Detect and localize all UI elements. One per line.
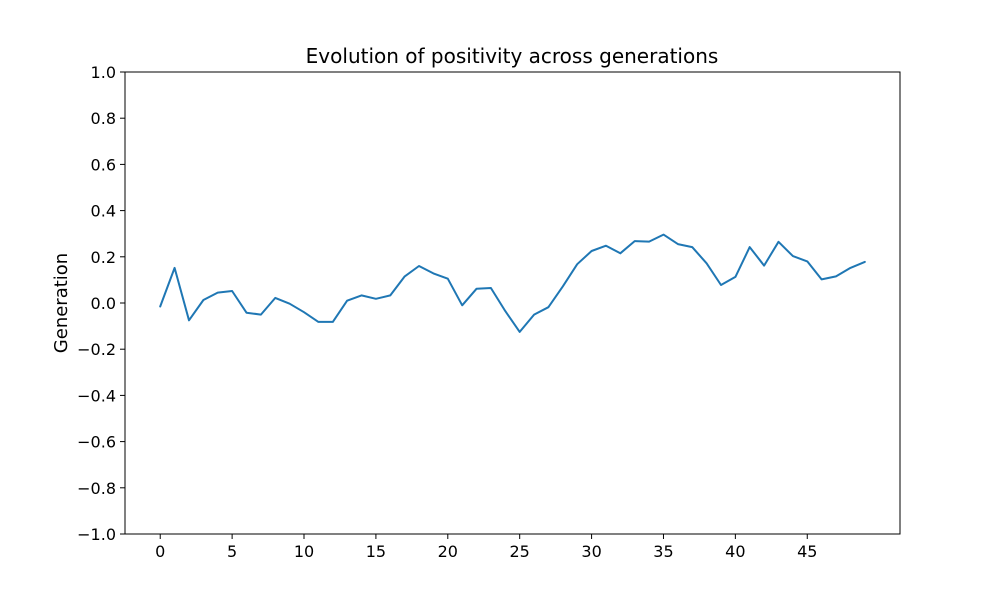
x-axis-ticks: 0 5 10 15 20 25 30 35 40 45 [155, 534, 817, 561]
y-tick-label: 0.0 [91, 294, 116, 313]
y-axis-label: Generation [51, 253, 72, 353]
y-tick-label: −0.6 [77, 433, 116, 452]
x-tick-label: 15 [366, 542, 386, 561]
y-tick-label: 0.6 [91, 155, 116, 174]
x-tick-label: 0 [155, 542, 165, 561]
plot-area-frame [124, 71, 901, 535]
chart-title: Evolution of positivity across generatio… [306, 44, 719, 68]
x-tick-label: 35 [653, 542, 673, 561]
y-tick-label: −0.8 [77, 479, 116, 498]
y-tick-label: −0.2 [77, 340, 116, 359]
x-tick-label: 20 [438, 542, 458, 561]
x-tick-label: 40 [725, 542, 745, 561]
y-tick-label: 0.2 [91, 248, 116, 267]
x-tick-label: 25 [510, 542, 530, 561]
y-tick-label: 0.8 [91, 109, 116, 128]
y-tick-label: 1.0 [91, 63, 116, 82]
x-tick-label: 30 [581, 542, 601, 561]
series-line [159, 233, 866, 333]
x-tick-label: 10 [294, 542, 314, 561]
y-tick-label: −0.4 [77, 386, 116, 405]
x-tick-label: 5 [227, 542, 237, 561]
y-tick-label: 0.4 [91, 202, 116, 221]
x-tick-label: 45 [797, 542, 817, 561]
series-layer [159, 233, 866, 333]
y-axis-ticks: −1.0 −0.8 −0.6 −0.4 −0.2 0.0 0.2 0.4 0.6 0.8 1.0 [77, 63, 125, 544]
y-tick-label: −1.0 [77, 525, 116, 544]
